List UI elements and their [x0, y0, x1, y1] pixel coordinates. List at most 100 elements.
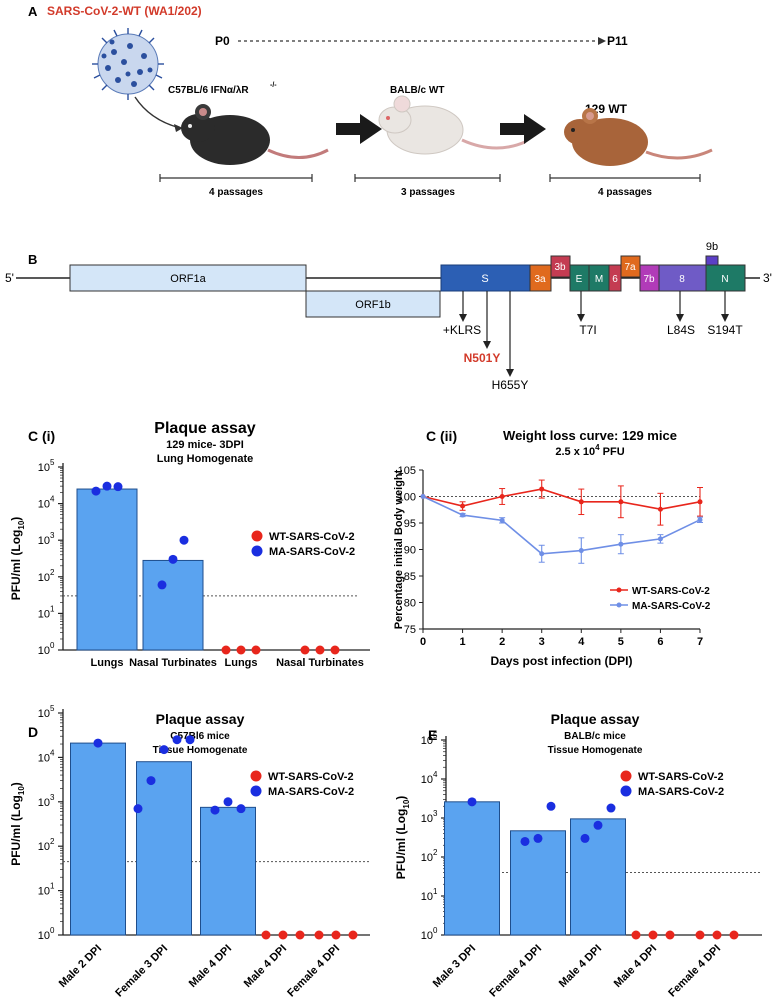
bar — [510, 830, 566, 936]
y-tick-label: 85 — [404, 571, 416, 583]
data-point — [578, 499, 584, 505]
data-point — [331, 930, 341, 940]
y-tick-label: 100 — [38, 926, 55, 942]
mouse1-sup: -/- — [270, 82, 277, 89]
y-tick-label: 80 — [404, 598, 416, 610]
data-point — [295, 930, 305, 940]
mutation-klrs: +KLRS — [443, 323, 481, 337]
data-point — [330, 645, 340, 655]
y-tick-label: 104 — [421, 770, 438, 786]
y-tick-label: 100 — [421, 926, 438, 942]
gene-9b-label: 9b — [706, 241, 718, 253]
chart-c-i: C (i) Plaque assay 129 mice- 3DPI Lung Homo… — [9, 420, 370, 669]
y-tick-label: 101 — [38, 882, 55, 898]
bar — [76, 488, 138, 651]
chart-title: Weight loss curve: 129 mice — [503, 428, 677, 443]
x-tick-label: Lungs — [225, 657, 258, 669]
y-tick-label: 101 — [421, 887, 438, 903]
chart-subtitle: BALB/c mice — [564, 731, 626, 742]
gene-orf1a — [69, 264, 307, 292]
x-tick-label: Male 2 DPI — [57, 943, 104, 990]
block-arrow-1 — [336, 114, 382, 144]
data-point — [91, 486, 101, 496]
data-point — [348, 930, 358, 940]
passage-label-3: 4 passages — [598, 187, 652, 198]
data-point — [300, 645, 310, 655]
y-tick-label: 102 — [38, 837, 55, 853]
passage-label-1: 4 passages — [209, 187, 263, 198]
gene-7b-label: 7b — [643, 274, 655, 285]
data-point — [315, 645, 325, 655]
passage-range-1 — [159, 174, 313, 182]
legend-marker-ma — [250, 785, 262, 797]
five-prime-label: 5' — [5, 271, 14, 285]
data-point — [697, 499, 703, 505]
passage-range-2 — [354, 174, 501, 182]
data-point — [168, 554, 178, 564]
data-point — [697, 517, 703, 523]
x-tick-label: Male 4 DPI — [187, 943, 234, 990]
panel-letter: D — [28, 724, 38, 740]
y-tick-label: 90 — [404, 545, 416, 557]
p11-label: P11 — [607, 34, 628, 48]
gene-7a-label: 7a — [624, 262, 636, 273]
x-tick-label: 1 — [460, 636, 466, 648]
chart-title: Plaque assay — [156, 711, 245, 727]
x-tick-label: 4 — [578, 636, 585, 648]
y-tick-label: 103 — [38, 793, 55, 809]
y-tick-label: 103 — [38, 531, 55, 547]
x-tick-label: 2 — [499, 636, 505, 648]
data-point — [185, 735, 195, 745]
data-point — [210, 805, 220, 815]
data-point — [236, 804, 246, 814]
y-axis-label: PFU/ml (Log10) — [9, 782, 26, 866]
x-tick-label: 7 — [697, 636, 703, 648]
mouse2-label: BALB/c WT — [390, 85, 444, 96]
data-point — [146, 776, 156, 786]
x-tick-label: Lungs — [91, 657, 124, 669]
mutation-h655y: H655Y — [492, 378, 529, 392]
data-point — [223, 797, 233, 807]
data-point — [533, 833, 543, 843]
data-point — [578, 548, 584, 554]
legend-label-ma: MA-SARS-CoV-2 — [269, 546, 355, 558]
legend-marker-ma — [620, 785, 632, 797]
gene-orf1b-label: ORF1b — [355, 299, 390, 311]
legend-label-wt: WT-SARS-CoV-2 — [638, 771, 724, 783]
data-point — [657, 536, 663, 542]
legend-marker-wt — [250, 770, 262, 782]
data-point — [539, 551, 545, 557]
gene-s — [440, 264, 531, 292]
x-tick-label: Female 4 DPI — [666, 943, 723, 999]
panel-letter: C (ii) — [426, 428, 457, 444]
y-tick-label: 105 — [398, 465, 416, 477]
data-point — [179, 535, 189, 545]
y-tick-label: 103 — [421, 809, 438, 825]
mutation-t7i: T7I — [579, 323, 596, 337]
passage-label-2: 3 passages — [401, 187, 455, 198]
data-point — [729, 930, 739, 940]
data-point — [580, 833, 590, 843]
data-point — [499, 494, 505, 499]
x-tick-label: Female 4 DPI — [487, 943, 544, 999]
x-tick-label: 3 — [539, 636, 545, 648]
chart-subtitle: 2.5 x 104 PFU — [555, 443, 624, 458]
data-point — [546, 801, 556, 811]
data-point — [251, 645, 261, 655]
bar — [444, 801, 500, 936]
y-tick-label: 100 — [398, 492, 416, 504]
y-tick-label: 102 — [421, 848, 438, 864]
gene-8 — [658, 264, 707, 292]
panel-letter: E — [428, 727, 437, 743]
legend-marker — [616, 602, 622, 608]
data-point — [520, 836, 530, 846]
data-point — [172, 735, 182, 745]
data-point — [133, 804, 143, 814]
data-point — [113, 482, 123, 492]
y-tick-label: 104 — [38, 495, 55, 511]
data-point — [593, 820, 603, 830]
y-tick-label: 95 — [404, 518, 416, 530]
gene-3a — [529, 264, 552, 292]
y-axis-label: PFU/ml (Log10) — [9, 517, 26, 601]
y-tick-label: 100 — [38, 641, 55, 657]
